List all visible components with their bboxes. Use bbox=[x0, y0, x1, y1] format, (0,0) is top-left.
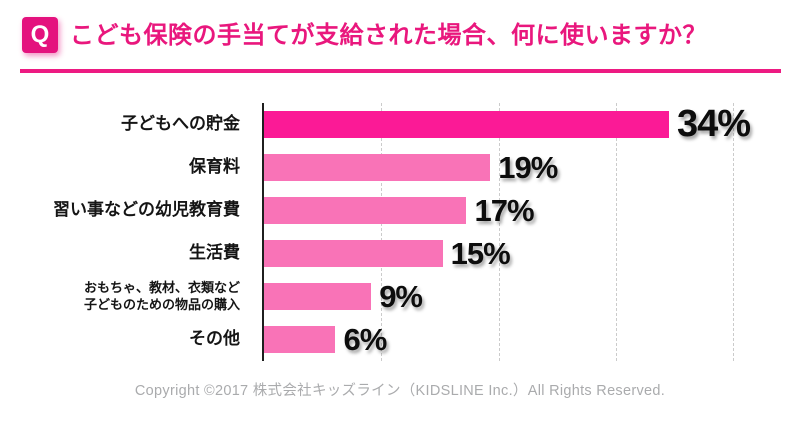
category-label: おもちゃ、教材、衣類など 子どものための物品の購入 bbox=[0, 275, 252, 318]
bar-track: 19% bbox=[264, 146, 800, 189]
question-badge-label: Q bbox=[30, 21, 50, 48]
category-label-line: 子どものための物品の購入 bbox=[83, 296, 240, 312]
bar-track: 15% bbox=[264, 232, 800, 275]
category-label: 習い事などの幼児教育費 bbox=[0, 189, 252, 232]
category-label: その他 bbox=[0, 318, 252, 361]
chart-row: 子どもへの貯金 34% bbox=[0, 103, 800, 146]
bar-track: 17% bbox=[264, 189, 800, 232]
bar-chart: 子どもへの貯金 34% 保育料 19% 習い事などの幼児教育費 17% 生活費 15% おもちゃ… bbox=[0, 103, 800, 361]
bar-track: 34% bbox=[264, 103, 800, 146]
gridline-40pct bbox=[733, 103, 735, 361]
bar bbox=[264, 326, 336, 353]
value-label: 19% bbox=[498, 149, 558, 185]
title-underline bbox=[20, 69, 781, 73]
question-badge: Q bbox=[22, 17, 58, 53]
bar bbox=[264, 111, 669, 138]
value-label: 9% bbox=[379, 278, 423, 314]
page-title: こども保険の手当てが支給された場合、何に使いますか？ bbox=[70, 22, 707, 49]
value-label: 17% bbox=[474, 192, 534, 228]
chart-row: 保育料 19% bbox=[0, 146, 800, 189]
chart-row: 生活費 15% bbox=[0, 232, 800, 275]
chart-row: その他 6% bbox=[0, 318, 800, 361]
category-label: 保育料 bbox=[0, 146, 252, 189]
category-label-line: おもちゃ、教材、衣類など bbox=[83, 279, 240, 295]
category-label-line: 保育料 bbox=[189, 157, 240, 177]
bar-track: 9% bbox=[264, 275, 800, 318]
value-label: 15% bbox=[450, 235, 511, 271]
bar bbox=[264, 154, 491, 181]
chart-rows: 子どもへの貯金 34% 保育料 19% 習い事などの幼児教育費 17% 生活費 15% おもちゃ… bbox=[0, 103, 800, 361]
gridline-10pct bbox=[381, 103, 383, 361]
gridline-20pct bbox=[498, 103, 500, 361]
category-label: 生活費 bbox=[0, 232, 252, 275]
chart-row: おもちゃ、教材、衣類など 子どものための物品の購入 9% bbox=[0, 275, 800, 318]
chart-grid-and-axis bbox=[262, 103, 792, 361]
value-label: 34% bbox=[676, 103, 751, 145]
bar-track: 6% bbox=[264, 318, 800, 361]
category-label-line: 習い事などの幼児教育費 bbox=[53, 200, 240, 220]
bar bbox=[264, 283, 372, 310]
bar bbox=[264, 197, 467, 224]
bar bbox=[264, 240, 443, 267]
category-label-line: 生活費 bbox=[189, 243, 240, 263]
gridline-30pct bbox=[616, 103, 617, 361]
category-label-line: その他 bbox=[189, 329, 240, 349]
copyright-text: Copyright ©2017 株式会社キッズライン（KIDSLINE Inc.… bbox=[134, 383, 666, 399]
category-label: 子どもへの貯金 bbox=[0, 103, 252, 146]
chart-row: 習い事などの幼児教育費 17% bbox=[0, 189, 800, 232]
value-label: 6% bbox=[343, 321, 387, 357]
category-label-line: 子どもへの貯金 bbox=[121, 114, 240, 134]
